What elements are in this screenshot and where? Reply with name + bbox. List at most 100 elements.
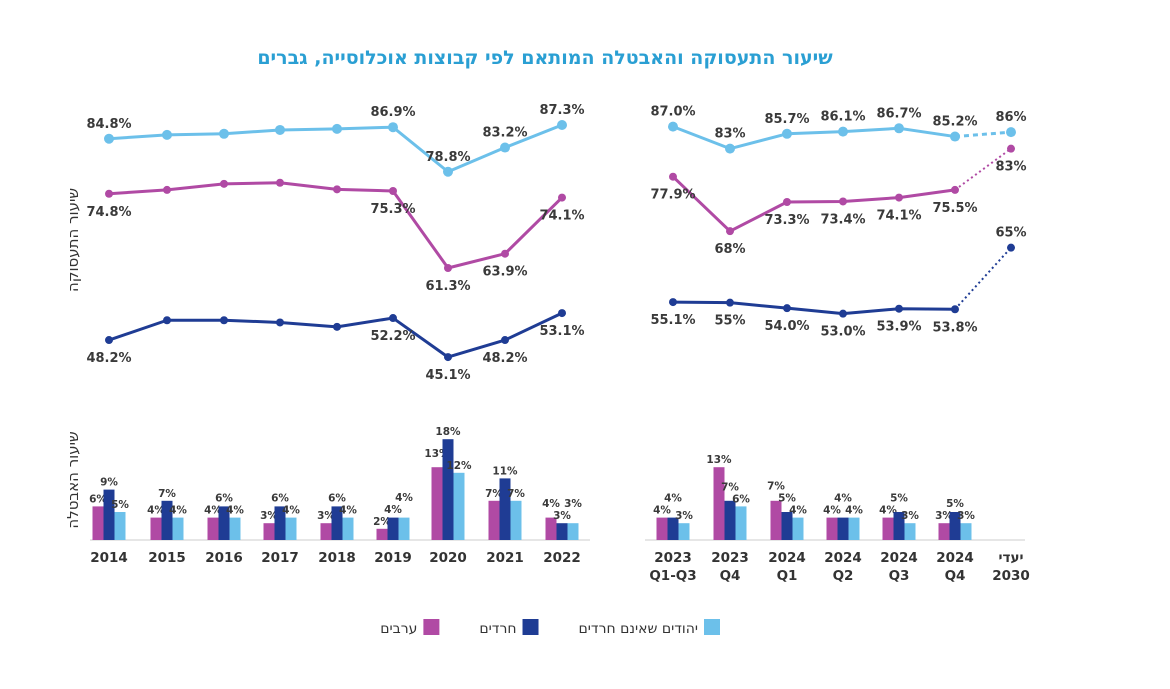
bar-label: 7% [507,488,525,500]
bar-label: 7% [721,481,739,493]
target-line [954,130,1012,139]
tick-label: Q1 [777,568,798,584]
series-line [672,300,956,316]
data-label: 63.9% [482,265,527,280]
bar-label: 4% [395,492,413,504]
bar [724,500,736,540]
data-point [275,124,285,135]
bar [114,512,126,540]
bar-label: 4% [789,505,807,517]
bar [556,523,568,540]
bar [848,517,860,540]
data-label: 53.1% [539,324,584,339]
bar [781,512,793,540]
series-line [672,125,956,151]
bar [207,517,219,540]
data-point [220,316,228,325]
data-point [444,264,452,272]
bar-label: 7% [158,488,176,500]
tick-label: 2014 [90,550,128,566]
bar-label: 4% [834,493,852,505]
tick-label: 2021 [486,550,524,566]
bar [342,517,354,540]
tick-label: Q3 [889,568,910,584]
data-point [276,318,284,327]
bar-label: 3% [901,510,919,522]
bar [735,506,747,540]
data-point [839,197,847,206]
data-point [162,129,172,140]
bar [229,517,241,540]
chart-title: שיעור התעסוקה והאבטלה המותאם לפי קבוצות … [257,47,833,69]
tick-label: 2024 [880,550,918,566]
bar-label: 4% [823,505,841,517]
bar [453,472,465,540]
bar [938,523,950,540]
data-point [895,193,903,202]
bar-label: 4% [169,505,187,517]
data-label: 86.9% [370,105,415,120]
data-label: 74.1% [539,209,584,224]
bar-label: 13% [706,454,732,466]
bar-label: 4% [653,505,671,517]
data-label: 52.2% [370,329,415,344]
tick-label: 2019 [374,550,412,566]
data-point [726,298,734,307]
data-label: 87.0% [650,105,695,120]
bar-label: 18% [435,426,461,438]
bar [510,500,522,540]
series-line [671,175,956,233]
bar-label: 4% [282,505,300,517]
employment-lines: 84.8% 86.9% 78.8% 83.2% 87.3% 74.8% 75.3% 61.3%… [86,103,1026,383]
bar-label: 2% [373,516,391,528]
data-label: 83.2% [482,126,527,141]
data-label: 85.7% [764,112,809,127]
data-point [839,309,847,318]
data-label: 74.1% [876,209,921,224]
bar [331,506,343,540]
bar-label: 5% [946,498,964,510]
bar [713,467,725,540]
bar-label: 4% [879,505,897,517]
tick-label: 2024 [824,550,862,566]
data-label: 55.1% [650,313,695,328]
legend-swatch [704,619,720,635]
tick-label: 2023 [654,550,692,566]
bar [218,506,230,540]
bar [274,506,286,540]
data-point [105,336,113,345]
data-point [669,172,677,181]
data-label: 68% [714,242,745,257]
legend-label: ערבים [380,621,417,637]
bar-label: 4% [204,505,222,517]
tick-label: 2022 [543,550,581,566]
bar [837,517,849,540]
tick-label: Q4 [720,568,741,584]
tick-label: 2024 [768,550,806,566]
tick-label: Q4 [945,568,966,584]
tick-label: 2030 [992,568,1030,584]
bar [499,478,511,540]
data-point [558,309,566,318]
bar [320,523,332,540]
data-point [783,304,791,313]
tick-label: Q2 [833,568,854,584]
unemployment-axis-label: שיעור האבטלה [64,431,82,528]
target-line [954,246,1012,310]
data-point [725,143,735,154]
data-label: 84.8% [86,117,131,132]
data-point [500,142,510,153]
data-point [838,126,848,137]
bar [904,523,916,540]
data-point [389,187,397,195]
bar-label: 7% [767,481,785,493]
data-point [333,322,341,331]
bar [442,439,454,540]
data-label: 86% [995,110,1026,125]
legend-label: חרדים [479,621,516,637]
bar-label: 6% [215,493,233,505]
data-point [669,298,677,307]
data-point [726,227,734,236]
bar-label: 6% [328,493,346,505]
